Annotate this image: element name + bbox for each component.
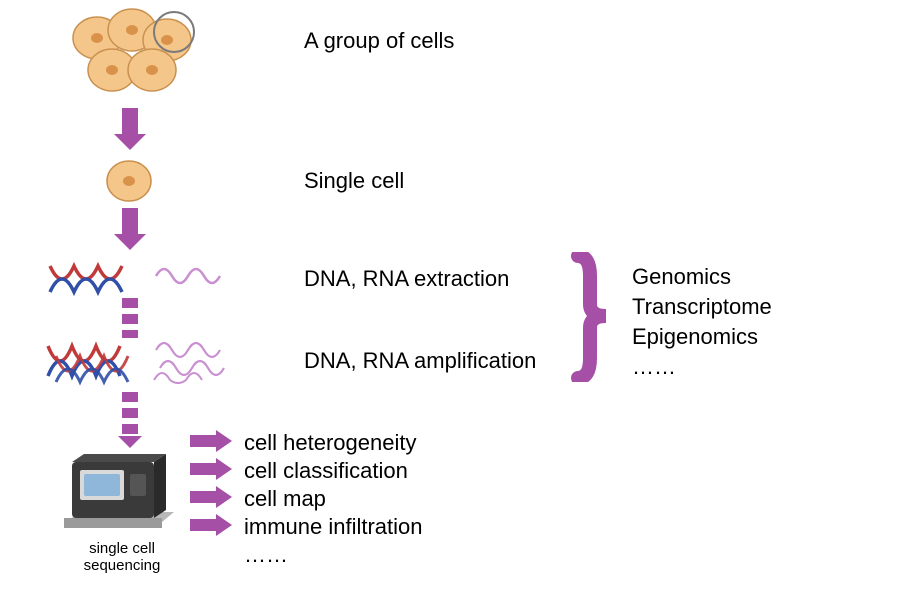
label-out3: cell map	[244, 486, 326, 512]
arrow-right-3-icon	[190, 486, 234, 508]
dna-helix-small-icon	[46, 258, 134, 300]
arrow-right-2-icon	[190, 458, 234, 480]
label-omics-more: ……	[632, 354, 676, 380]
label-out4: immune infiltration	[244, 514, 423, 540]
arrow-right-4-icon	[190, 514, 234, 536]
single-cell-icon	[104, 158, 154, 204]
rna-squiggle-small-icon	[150, 258, 230, 292]
label-omics1: Genomics	[632, 264, 731, 290]
label-omics2: Transcriptome	[632, 294, 772, 320]
label-step4: DNA, RNA amplification	[304, 348, 536, 374]
arrow-down-1-icon	[112, 108, 148, 152]
arrow-dashed-1-icon	[118, 298, 142, 338]
label-step3: DNA, RNA extraction	[304, 266, 509, 292]
diagram-canvas: A group of cells Single cell DNA, RNA ex…	[0, 0, 898, 592]
label-step2: Single cell	[304, 168, 404, 194]
label-out2: cell classification	[244, 458, 408, 484]
label-omics3: Epigenomics	[632, 324, 758, 350]
arrow-right-1-icon	[190, 430, 234, 452]
cell-cluster-icon	[62, 8, 202, 104]
rna-squiggle-amplified-icon	[150, 334, 236, 390]
dna-helix-amplified-icon	[42, 334, 138, 390]
arrow-down-2-icon	[112, 208, 148, 252]
sequencer-icon	[58, 448, 178, 536]
label-out1: cell heterogeneity	[244, 430, 416, 456]
arrow-dashed-2-icon	[118, 392, 142, 448]
label-step1: A group of cells	[304, 28, 454, 54]
bracket-icon	[570, 252, 614, 382]
label-out-more: ……	[244, 542, 288, 568]
label-caption: single cell sequencing	[80, 540, 164, 574]
